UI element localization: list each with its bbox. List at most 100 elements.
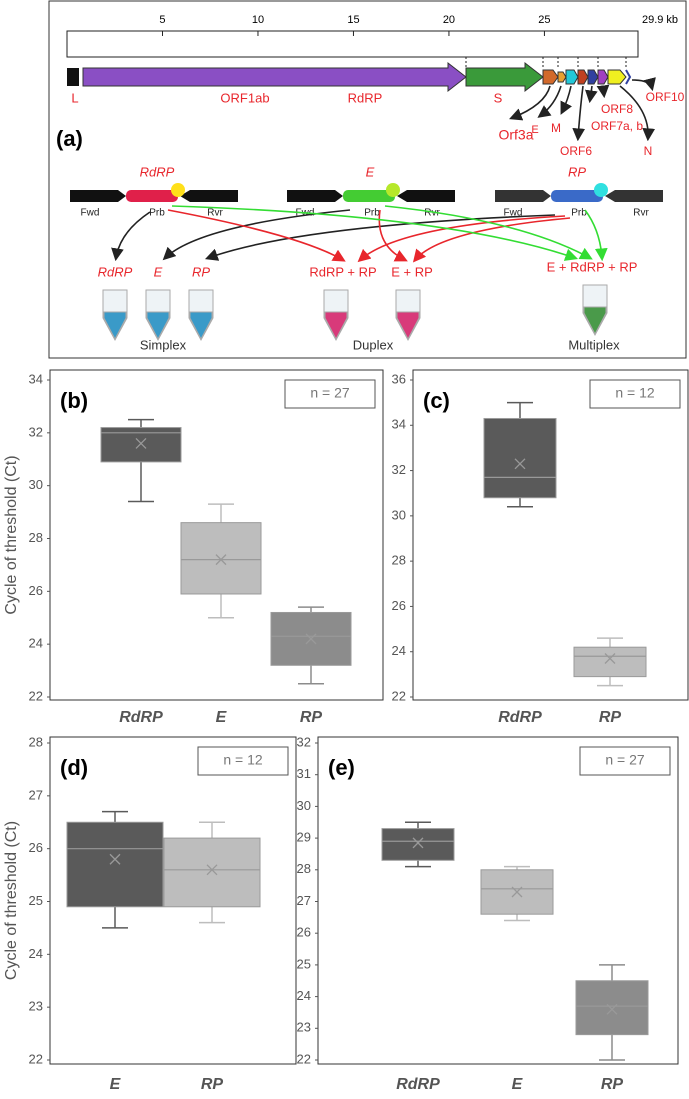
x-tick-label: RdRP: [498, 709, 542, 726]
panel-frame: [49, 736, 297, 1065]
primer-label: Prb: [571, 208, 587, 219]
box: [575, 980, 649, 1036]
ruler-label: 10: [252, 14, 264, 26]
annotation: n = 12: [615, 385, 655, 401]
y-tick-label: 26: [29, 583, 43, 598]
annotation: n = 27: [310, 385, 350, 401]
gene-guides: [465, 57, 627, 68]
mean-marker: [604, 653, 616, 664]
gene-s: [465, 61, 544, 93]
gene-label: ORF8: [601, 102, 633, 116]
y-tick-label: 32: [29, 424, 43, 439]
gene-label: N: [644, 144, 653, 158]
construct-rp: [495, 183, 663, 202]
mean-marker: [305, 633, 317, 645]
y-tick-label: 22: [392, 688, 406, 703]
y-tick-label: 24: [29, 636, 43, 651]
y-tick-label: 32: [392, 462, 406, 477]
tube-label: E + RdRP + RP: [547, 259, 638, 274]
annotation-box: [284, 379, 376, 409]
gene-label: S: [494, 90, 503, 105]
gene-orf7: [587, 69, 599, 85]
box: [573, 646, 647, 678]
y-tick-label: 30: [392, 507, 406, 522]
y-axis-title: Cycle of threshold (Ct): [3, 455, 20, 614]
tube-label: E + RP: [391, 264, 433, 279]
box: [180, 522, 262, 595]
mean-marker: [511, 886, 523, 898]
primer-label: Rvr: [207, 208, 223, 219]
ruler-label: 25: [538, 14, 550, 26]
assay-arrows: [111, 205, 608, 263]
target-label: E: [366, 164, 375, 179]
genome-ruler: [66, 30, 639, 58]
ruler-label: 15: [347, 14, 359, 26]
y-tick-label: 22: [29, 688, 43, 703]
y-tick-label: 36: [392, 371, 406, 386]
y-tick-label: 28: [29, 734, 43, 749]
panel-frame: [49, 369, 384, 701]
gene-arrows: [509, 77, 656, 142]
gene-label: L: [71, 90, 78, 105]
primer-label: Rvr: [633, 208, 649, 219]
panel-label: (e): [328, 755, 355, 780]
box: [163, 837, 261, 908]
x-tick-label: RP: [599, 709, 622, 726]
construct-e: [287, 183, 455, 202]
tube-label: RdRP: [98, 264, 133, 279]
x-tick-label: RP: [201, 1076, 224, 1093]
y-tick-label: 32: [297, 734, 311, 749]
assay-label: Duplex: [353, 337, 394, 352]
y-tick-label: 31: [297, 766, 311, 781]
panel-label: (a): [56, 126, 83, 151]
tube-label: RP: [192, 264, 210, 279]
gene-m: [565, 69, 579, 85]
mean-marker: [109, 853, 121, 865]
box: [483, 417, 557, 499]
y-tick-label: 30: [29, 477, 43, 492]
x-tick-label: RP: [300, 709, 323, 726]
annotation-box: [197, 746, 289, 776]
y-axis-title: Cycle of threshold (Ct): [3, 821, 20, 980]
panel-frame: [48, 0, 687, 359]
mean-marker: [514, 458, 526, 470]
y-tick-label: 28: [297, 861, 311, 876]
x-tick-label: E: [512, 1076, 524, 1093]
mean-marker: [412, 837, 424, 849]
box: [381, 828, 455, 861]
tube-label: E: [154, 264, 163, 279]
gene-label: ORF1ab: [220, 90, 269, 105]
y-tick-label: 23: [297, 1020, 311, 1035]
tubes: [102, 284, 608, 342]
x-tick-label: E: [110, 1076, 122, 1093]
ruler-label: 29.9 kb: [642, 14, 678, 26]
gene-orf10: [625, 69, 632, 85]
x-tick-label: E: [216, 709, 228, 726]
panel-label: (b): [60, 388, 88, 413]
annotation: n = 12: [223, 752, 263, 768]
y-tick-label: 34: [29, 371, 43, 386]
y-tick-label: 24: [29, 946, 43, 961]
gene-orf6: [577, 69, 589, 85]
annotation-box: [589, 379, 681, 409]
assay-label: Simplex: [140, 337, 187, 352]
y-tick-label: 23: [29, 999, 43, 1014]
gene-orf8: [597, 69, 609, 85]
target-label: RP: [568, 164, 586, 179]
target-label: RdRP: [140, 164, 175, 179]
panel-a: L ORF1ab RdRP S Orf3a E M ORF6 ORF7a, b …: [48, 0, 687, 359]
gene-orf1ab: [82, 61, 467, 93]
primer-label: Prb: [364, 208, 380, 219]
y-tick-label: 29: [297, 830, 311, 845]
mean-marker: [206, 864, 218, 876]
y-tick-label: 27: [297, 893, 311, 908]
panel-label: (c): [423, 388, 450, 413]
y-tick-label: 25: [29, 893, 43, 908]
assay-label: Multiplex: [568, 337, 620, 352]
panel-frame: [317, 736, 679, 1065]
gene-label: M: [551, 121, 561, 135]
panel-label: (d): [60, 755, 88, 780]
annotation-box: [579, 746, 671, 776]
